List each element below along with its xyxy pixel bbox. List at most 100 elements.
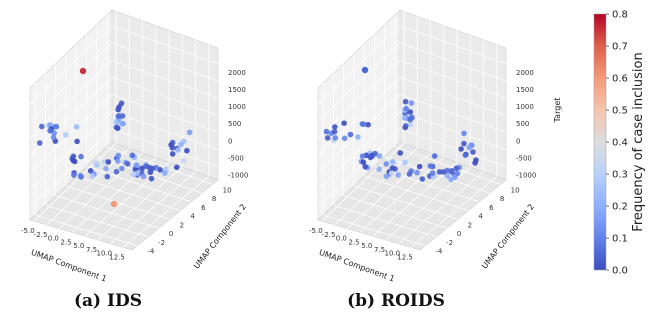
scatter-point (323, 128, 330, 135)
scatter-point (383, 173, 390, 180)
y-tick-label: 10 (223, 186, 232, 194)
scatter-point (63, 132, 69, 138)
scatter-point (162, 170, 168, 176)
scatter-point (184, 147, 190, 154)
y-tick-label: -2 (446, 239, 453, 247)
scatter-point (180, 158, 187, 164)
scatter-point (47, 128, 53, 134)
scatter-point (407, 121, 414, 128)
scatter-point (461, 140, 467, 147)
scatter-point (169, 151, 176, 157)
scatter-point (376, 153, 383, 159)
colorbar-label: Frequency of case inclusion (631, 52, 646, 231)
scatter-point (120, 120, 126, 127)
gridlines (29, 11, 219, 248)
y-tick-label: 0 (457, 230, 461, 238)
x-tick-label: 10.0 (97, 250, 113, 258)
scatter-point (147, 169, 154, 176)
highlight-point (79, 67, 87, 75)
scatter-point (51, 130, 57, 136)
z-tick-label: -1000 (516, 172, 536, 180)
scatter-point (139, 165, 145, 172)
highlight-point (110, 200, 118, 208)
z-tick-label: -1000 (228, 172, 248, 180)
scatter-point (347, 131, 354, 138)
y-tick-label: 8 (212, 195, 216, 203)
y-tick-label: -4 (147, 248, 155, 256)
scatter-point (332, 135, 339, 141)
x-tick-label: 2.5 (349, 238, 360, 246)
x-tick-label: 0.0 (48, 235, 59, 243)
x-tick-label: 10.0 (385, 250, 401, 258)
y-tick-label: 2 (180, 221, 184, 229)
colorbar: 0.8 0.7 0.6 0.5 0.4 0.3 0.2 0.1 0.0 Frequency of … (593, 10, 646, 277)
colorbar-tick-label: 0.0 (612, 266, 628, 277)
scatter-point (89, 173, 95, 180)
x-tick-label: -2.5 (34, 231, 48, 239)
colorbar-tick-label: 0.2 (612, 202, 628, 213)
scatter-point (104, 173, 111, 180)
y-tick-label: -2 (158, 239, 165, 247)
x-tick-label: -2.5 (322, 231, 336, 239)
scatter-point (71, 172, 77, 178)
scatter-point (402, 98, 409, 105)
scatter-point (461, 130, 467, 137)
panel-caption: (b) ROIDS (347, 291, 445, 311)
scatter-point (355, 134, 361, 140)
scatter-point (113, 168, 120, 175)
scatter-point (448, 168, 455, 174)
scatter-points (323, 66, 479, 183)
y-tick-label: 0 (169, 230, 173, 238)
scatter-point (72, 158, 78, 165)
scatter-point (444, 167, 451, 174)
colorbar-gradient (593, 13, 607, 271)
scatter-point (115, 113, 122, 119)
scatter-point (93, 160, 99, 166)
scatter-point (103, 165, 109, 172)
scatter-point (427, 163, 434, 169)
scatter-point (53, 123, 60, 130)
scatter-point (403, 105, 410, 112)
x-tick-label: 7.5 (86, 246, 97, 254)
scatter-point (74, 138, 80, 145)
z-tick-label: 0 (516, 137, 520, 145)
scatter-point (390, 159, 396, 165)
y-tick-label: -4 (435, 248, 443, 256)
scatter-point (466, 144, 473, 151)
colorbar-tick-label: 0.5 (612, 106, 628, 117)
x-tick-label: 5.0 (361, 242, 372, 250)
scatter-point (401, 115, 408, 121)
z-tick-label: 2000 (228, 69, 246, 77)
scatter-point (114, 125, 121, 132)
scatter-point (148, 175, 155, 182)
y-tick-label: 4 (190, 213, 195, 221)
colorbar-tick-label: 0.4 (612, 138, 628, 149)
scatter-point (452, 174, 458, 181)
scatter-point (175, 147, 181, 153)
scatter-point (406, 171, 413, 177)
scatter-point (462, 152, 469, 158)
colorbar-tick-label: 0.3 (612, 170, 628, 181)
scatter-point (341, 135, 348, 142)
y-axis-label: UMAP Component 2 (192, 202, 248, 270)
scatter-point (105, 159, 112, 165)
scatter-point (50, 134, 57, 140)
panel-roids: -5.0 -2.5 0.0 2.5 5.0 7.5 10.012.5-4-202468102… (309, 9, 562, 311)
scatter-point (70, 153, 77, 160)
scatter-point (332, 124, 338, 130)
x-tick-label: -5.0 (21, 227, 35, 235)
scatter-point (402, 124, 409, 131)
scatter-point (402, 159, 408, 166)
x-tick-label: 12.5 (397, 253, 413, 261)
scatter-point (407, 109, 414, 115)
scatter-point (389, 165, 396, 171)
scatter-point (77, 173, 84, 179)
scatter-point (367, 154, 374, 161)
z-tick-label: 1500 (228, 86, 246, 94)
scatter-point (37, 140, 43, 146)
scatter-point (431, 153, 438, 159)
y-axis-label: UMAP Component 2 (480, 202, 536, 270)
scatter-point (360, 121, 367, 128)
scatter-point (178, 141, 184, 148)
z-tick-label: 1500 (516, 86, 534, 94)
